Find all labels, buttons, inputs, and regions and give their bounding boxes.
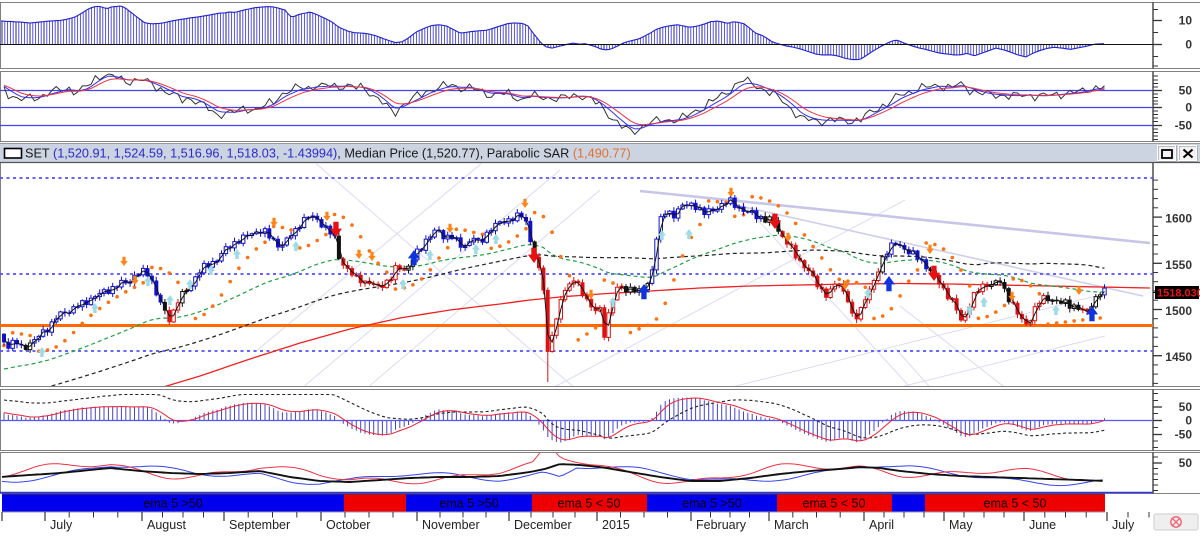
svg-text:ema 5 < 50: ema 5 < 50 [984,497,1047,511]
svg-text:-50: -50 [1175,119,1193,133]
svg-text:0: 0 [1185,38,1192,52]
svg-text:July: July [1112,518,1135,532]
svg-text:August: August [147,518,186,532]
svg-text:0: 0 [1185,101,1192,115]
svg-text:ema 5 >50: ema 5 >50 [143,497,202,511]
svg-text:ema 5 < 50: ema 5 < 50 [558,497,621,511]
svg-text:50: 50 [1179,400,1193,414]
svg-text:November: November [422,518,480,532]
svg-text:0: 0 [1185,414,1192,428]
svg-text:September: September [229,518,290,532]
svg-text:October: October [326,518,370,532]
svg-text:July: July [50,518,73,532]
svg-text:SET (1,520.91, 1,524.59, 1,516: SET (1,520.91, 1,524.59, 1,516.96, 1,518… [25,147,631,161]
svg-text:February: February [696,518,747,532]
svg-text:December: December [514,518,572,532]
svg-text:June: June [1029,518,1056,532]
svg-text:1518.030: 1518.030 [1157,288,1200,300]
svg-text:1450: 1450 [1165,350,1192,364]
svg-text:May: May [949,518,973,532]
svg-text:ema 5 < 50: ema 5 < 50 [803,497,866,511]
svg-text:-50: -50 [1175,428,1193,442]
svg-text:1600: 1600 [1165,212,1192,226]
svg-text:April: April [869,518,894,532]
svg-text:1550: 1550 [1165,258,1192,272]
svg-text:1500: 1500 [1165,304,1192,318]
svg-text:50: 50 [1179,84,1193,98]
svg-text:March: March [774,518,809,532]
svg-text:ema 5 >50: ema 5 >50 [439,497,498,511]
svg-text:ema 5 >50: ema 5 >50 [682,497,741,511]
svg-text:10: 10 [1179,14,1193,28]
svg-text:2015: 2015 [602,518,630,532]
svg-text:50: 50 [1179,456,1193,470]
